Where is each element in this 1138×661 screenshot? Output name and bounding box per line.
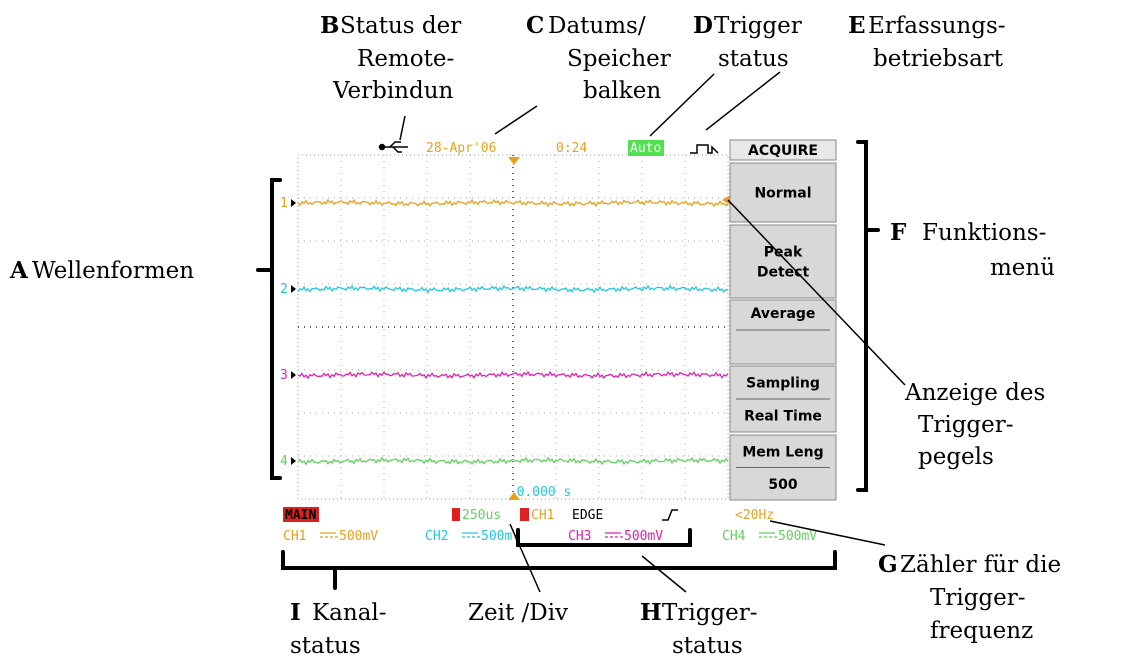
trigger-icon	[520, 508, 529, 521]
channel-scale: 500mV	[339, 529, 378, 544]
callout-text: betriebsart	[873, 46, 1004, 72]
menu-button	[730, 225, 836, 298]
callout-text: Trigger-	[918, 412, 1014, 438]
callout-text: Zeit /Div	[468, 600, 568, 626]
leader-h	[642, 556, 686, 592]
callout-text: frequenz	[930, 618, 1033, 644]
menu-label: Real Time	[744, 409, 822, 425]
callout-text: status	[290, 633, 361, 659]
callout-letter: C	[526, 12, 544, 39]
callout-letter: I	[290, 599, 301, 626]
frequency: <20Hz	[735, 508, 774, 523]
date: 28-Apr'06	[426, 141, 496, 156]
menu-label: Normal	[754, 186, 811, 202]
callout-text: Trigger	[714, 13, 802, 39]
menu-label: Detect	[757, 265, 810, 281]
callout-letter: E	[848, 12, 866, 39]
leader-c	[495, 106, 537, 134]
time-offset: 0.000 s	[517, 485, 572, 500]
channel-name: CH4	[722, 529, 746, 544]
callout-letter: F	[890, 219, 907, 246]
menu-label: Average	[751, 306, 816, 322]
callout-text: Remote-	[357, 46, 454, 72]
channel-name: CH1	[283, 529, 306, 544]
mode: MAIN	[285, 508, 316, 523]
callout-letter: B	[320, 12, 339, 39]
callout-letter: G	[878, 551, 898, 578]
menu-label: 500	[768, 477, 797, 493]
channel-scale: 500mV	[778, 529, 817, 544]
callout-text: Erfassungs-	[868, 13, 1006, 39]
callout-text: Datums/	[548, 13, 646, 39]
timebase: 250us	[462, 508, 501, 523]
callout-text: Status der	[340, 13, 461, 39]
menu-label: Mem Leng	[742, 444, 823, 460]
channel-marker: 3	[280, 368, 288, 383]
time: 0:24	[556, 141, 587, 156]
callout-text: menü	[990, 255, 1055, 281]
trigger-source: CH1	[531, 508, 554, 523]
callout-letter: A	[9, 257, 29, 284]
trigger-type: EDGE	[572, 508, 603, 523]
trigger-mode: Auto	[630, 141, 661, 156]
callout-letter: H	[640, 599, 662, 626]
callout-text: pegels	[918, 444, 994, 470]
callout-text: Trigger-	[930, 585, 1026, 611]
channel-marker: 1	[280, 196, 288, 211]
channel-name: CH3	[568, 529, 591, 544]
diagram: 1234 28-Apr'06 0:24 Auto ACQUIRE NormalP…	[0, 0, 1138, 661]
callout-text: balken	[583, 78, 661, 104]
channel-marker: 2	[280, 282, 288, 297]
callout-text: Verbindun	[332, 78, 454, 104]
timebase-icon	[452, 508, 460, 521]
callout-text: Speicher	[567, 46, 671, 72]
callout-text: Anzeige des	[904, 380, 1045, 406]
callout-letter: D	[693, 12, 713, 39]
callout-text: Trigger-	[662, 600, 758, 626]
channel-marker: 4	[280, 454, 288, 469]
channel-scale: 500mV	[624, 529, 663, 544]
channel-scale: 500mV	[481, 529, 520, 544]
channel-name: CH2	[425, 529, 448, 544]
callout-text: status	[672, 633, 743, 659]
callout-text: Wellenformen	[32, 258, 194, 284]
bracket-i	[283, 552, 835, 588]
callout-text: Kanal-	[312, 600, 387, 626]
callout-text: status	[718, 46, 789, 72]
menu-title: ACQUIRE	[748, 143, 818, 159]
menu-label: Sampling	[746, 376, 820, 392]
leader-e	[706, 72, 780, 130]
bracket-f	[858, 142, 878, 490]
callout-text: Zähler für die	[900, 552, 1061, 578]
callout-text: Funktions-	[922, 220, 1046, 246]
